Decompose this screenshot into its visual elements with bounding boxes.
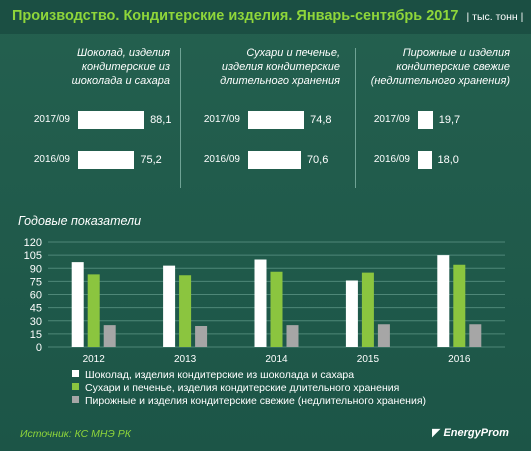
legend-item: Сухари и печенье, изделия кондитерские д… [72, 382, 426, 395]
bar-period-label: 2016/09 [203, 154, 240, 165]
energyprom-logo-icon: ◤ [432, 427, 441, 439]
bar [78, 151, 135, 169]
bar-value-label: 74,8 [310, 114, 332, 126]
panel-title-line: Сухари и печенье, [246, 47, 340, 59]
panel-title: Пирожные и изделия кондитерские свежие (… [350, 46, 510, 88]
bar-row: 2016/09 70,6 [178, 150, 348, 170]
y-tick-label: 15 [30, 329, 42, 341]
legend-label: Пирожные и изделия кондитерские свежие (… [85, 395, 427, 407]
legend-item: Пирожные и изделия кондитерские свежие (… [72, 395, 426, 408]
bar [361, 272, 374, 347]
bar [453, 264, 466, 347]
bar-row: 2017/09 74,8 [178, 110, 348, 130]
bar [179, 275, 192, 347]
legend-swatch [72, 396, 79, 403]
bar-row: 2016/09 18,0 [348, 150, 518, 170]
bar [469, 324, 482, 347]
panel-divider [180, 48, 181, 188]
bar-value-label: 70,6 [306, 154, 329, 166]
bar-period-label: 2017/09 [203, 114, 240, 125]
chart-legend: Шоколад, изделия кондитерские из шоколад… [72, 369, 426, 408]
title-text: Производство. Кондитерские изделия. Янва… [12, 8, 459, 24]
bar-row: 2017/09 19,7 [348, 110, 518, 130]
panel-title-line: (недлительного хранения) [370, 75, 510, 87]
bar [286, 325, 299, 347]
annual-section-title: Годовые показатели [18, 214, 142, 228]
bar [87, 274, 100, 347]
bar [345, 280, 358, 347]
panel-title-line: Шоколад, изделия [77, 47, 170, 59]
y-tick-label: 45 [30, 303, 42, 315]
bar [248, 151, 301, 169]
bar [418, 111, 433, 129]
x-tick-label: 2012 [83, 354, 106, 364]
panel-cakes: Пирожные и изделия кондитерские свежие (… [348, 42, 518, 192]
y-tick-label: 0 [36, 342, 42, 354]
panel-title-line: кондитерские из [81, 61, 170, 73]
bar [377, 324, 390, 347]
logo-text: EnergyProm [443, 427, 509, 439]
bar [437, 255, 450, 347]
unit-label: | тыс. тонн | [466, 11, 524, 23]
y-tick-label: 105 [24, 250, 42, 262]
title-bar [0, 0, 531, 34]
bar [163, 265, 176, 347]
legend-label: Шоколад, изделия кондитерские из шоколад… [85, 369, 355, 381]
bar [78, 111, 145, 129]
x-tick-label: 2014 [265, 354, 288, 364]
bar-period-label: 2016/09 [33, 154, 70, 165]
source-note: Источник: КС МНЭ РК [20, 428, 131, 440]
bar-row: 2016/09 75,2 [8, 150, 178, 170]
y-tick-label: 30 [30, 316, 42, 328]
legend-label: Сухари и печенье, изделия кондитерские д… [85, 382, 400, 394]
panel-biscuits: Сухари и печенье, изделия кондитерские д… [178, 42, 348, 192]
y-tick-label: 75 [30, 276, 42, 288]
bar-value-label: 18,0 [437, 154, 459, 166]
bar [248, 111, 305, 129]
panel-title-line: Пирожные и изделия [402, 47, 510, 59]
panel-title-line: шоколада и сахара [71, 75, 170, 87]
x-tick-label: 2013 [174, 354, 197, 364]
x-tick-label: 2016 [448, 354, 471, 364]
panel-title: Шоколад, изделия кондитерские из шоколад… [10, 46, 170, 88]
bar [270, 271, 283, 347]
legend-item: Шоколад, изделия кондитерские из шоколад… [72, 369, 426, 382]
bar [418, 151, 432, 169]
bar-period-label: 2016/09 [373, 154, 410, 165]
bar [195, 326, 208, 347]
panel-chocolate: Шоколад, изделия кондитерские из шоколад… [8, 42, 178, 192]
y-tick-label: 60 [30, 290, 42, 302]
bar-period-label: 2017/09 [33, 114, 70, 125]
bar-row: 2017/09 88,1 [8, 110, 178, 130]
bar [254, 259, 267, 347]
panel-title: Сухари и печенье, изделия кондитерские д… [180, 46, 340, 88]
bar-value-label: 19,7 [438, 114, 461, 126]
y-tick-label: 90 [30, 263, 42, 275]
page-title: Производство. Кондитерские изделия. Янва… [12, 8, 523, 24]
y-tick-label: 120 [24, 237, 42, 249]
bar [103, 325, 116, 347]
panel-title-line: изделия кондитерские [221, 61, 340, 73]
legend-swatch [72, 383, 79, 390]
bar-value-label: 88,1 [150, 114, 172, 126]
bar-period-label: 2017/09 [373, 114, 410, 125]
bar-value-label: 75,2 [140, 154, 162, 166]
bar [71, 262, 84, 347]
panel-divider [355, 48, 356, 188]
panel-title-line: длительного хранения [220, 75, 340, 87]
legend-swatch [72, 370, 79, 377]
x-tick-label: 2015 [357, 354, 380, 364]
energyprom-logo: ◤ EnergyProm [432, 426, 509, 439]
panel-title-line: кондитерские свежие [396, 61, 510, 73]
